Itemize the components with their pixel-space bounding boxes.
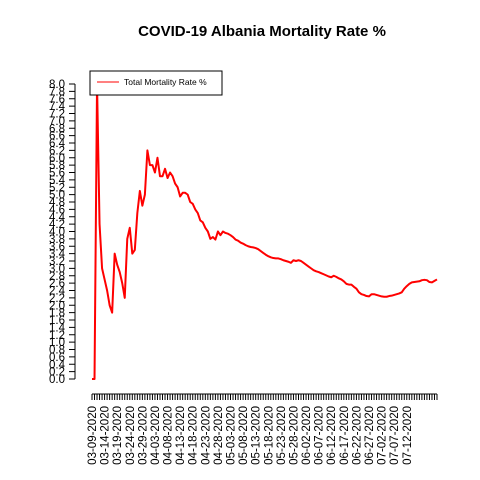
x-tick-label: 05-23-2020 [276,406,288,465]
x-tick-label: 03-29-2020 [137,406,149,465]
x-tick-label: 03-19-2020 [112,406,124,465]
x-tick-label: 04-03-2020 [150,406,162,465]
x-tick-label: 06-17-2020 [339,406,351,465]
x-tick-label: 07-12-2020 [402,406,414,465]
x-tick-label: 05-28-2020 [288,406,300,465]
series-line-total-mortality-rate [92,84,437,379]
y-tick-label: 8.0 [49,79,65,91]
x-tick-label: 06-12-2020 [326,406,338,465]
x-tick-label: 04-18-2020 [188,406,200,465]
x-tick-label: 04-23-2020 [200,406,212,465]
x-tick-label: 03-24-2020 [125,406,137,465]
x-tick-label: 05-03-2020 [226,406,238,465]
y-axis: 0.00.20.40.60.81.01.21.41.61.82.02.22.42… [49,79,75,386]
x-tick-label: 05-13-2020 [251,406,263,465]
x-tick-label: 04-08-2020 [163,406,175,465]
x-tick-label: 04-13-2020 [175,406,187,465]
x-tick-label: 05-08-2020 [238,406,250,465]
chart-title: COVID-19 Albania Mortality Rate % [138,23,386,40]
x-tick-label: 06-02-2020 [301,406,313,465]
x-tick-label: 03-09-2020 [87,406,99,465]
x-tick-label: 04-28-2020 [213,406,225,465]
legend: Total Mortality Rate % [90,71,222,95]
x-tick-label: 07-02-2020 [377,406,389,465]
legend-entry-label: Total Mortality Rate % [124,77,207,87]
x-axis: 03-09-2020 03-14-2020 03-19-2020 03-24-2020… [87,394,437,465]
x-tick-label: 07-07-2020 [389,406,401,465]
x-tick-label: 05-18-2020 [263,406,275,465]
x-tick-label: 03-14-2020 [100,406,112,465]
series-layer [92,84,437,379]
x-tick-label: 06-22-2020 [351,406,363,465]
x-tick-label: 06-07-2020 [314,406,326,465]
x-tick-label: 06-27-2020 [364,406,376,465]
